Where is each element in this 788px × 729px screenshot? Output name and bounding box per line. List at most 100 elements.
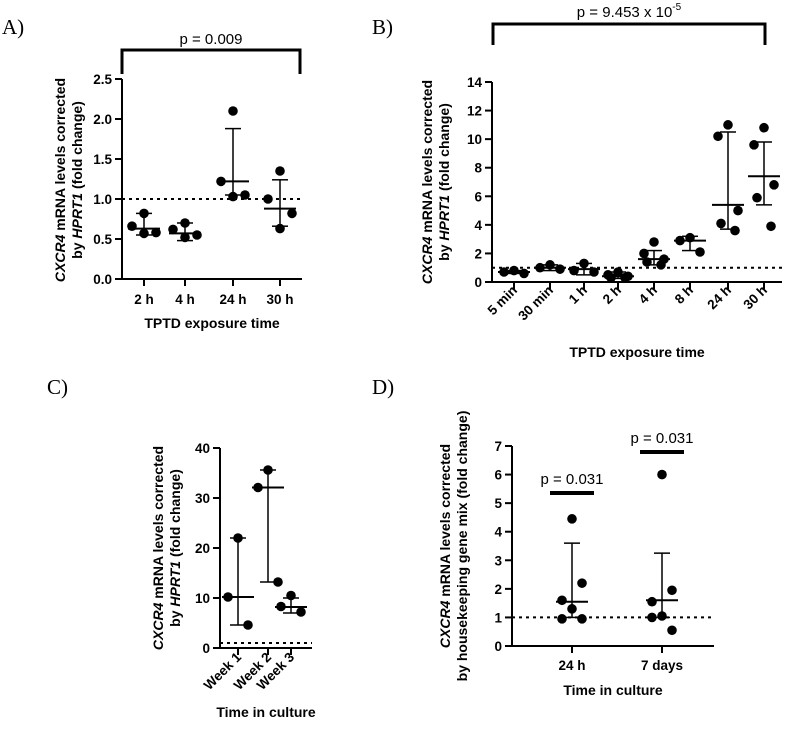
x-tick-label: 24 h: [704, 283, 734, 313]
data-point: [749, 140, 759, 150]
data-point: [276, 601, 286, 612]
data-point: [713, 131, 723, 142]
panel-a: A) 0.0 0.5 1.0 1.5 2.0 2.5 2 h 4 h 24 h 30 h TPTD e…: [2, 15, 302, 331]
data-point: [286, 590, 296, 601]
p-value-label: p = 0.031: [541, 471, 604, 488]
y-axis-title-gene: HPRT1: [167, 561, 183, 607]
y-tick-label: 2: [474, 246, 482, 261]
data-point: [139, 208, 149, 219]
data-point: [233, 533, 243, 543]
data-point: [759, 122, 769, 133]
data-point: [139, 228, 149, 239]
y-axis-title: CXCR4 mRNA levels correctedby housekeepi…: [437, 411, 470, 682]
y-tick-label: 12: [467, 104, 482, 119]
data-point: [275, 166, 285, 176]
panel-label: C): [47, 375, 68, 399]
data-point: [723, 120, 733, 130]
y-axis-title-text: mRNA levels corrected: [437, 444, 453, 601]
data-point: [275, 223, 285, 234]
data-point: [192, 230, 202, 240]
data-point: [567, 514, 577, 524]
data-point: [151, 227, 161, 238]
data-point: [228, 106, 238, 116]
data-point: [675, 235, 685, 246]
p-value-label: p = 0.031: [631, 430, 694, 447]
x-axis-title: Time in culture: [216, 704, 316, 720]
x-tick-label: 24 h: [558, 658, 585, 673]
y-axis-title-line2: by housekeeping gene mix (fold change): [454, 411, 470, 682]
data-point: [569, 265, 579, 276]
data-point: [180, 218, 190, 228]
y-tick-label: 2.5: [93, 72, 112, 87]
data-point: [657, 611, 667, 621]
p-value-text: p = 9.453 x 10: [577, 4, 673, 21]
y-axis-title-text: mRNA levels corrected: [150, 446, 166, 603]
y-tick-label: 4: [474, 218, 482, 233]
data-point: [642, 257, 652, 267]
data-point: [228, 191, 238, 202]
data-point: [620, 272, 630, 283]
y-tick-label: 1: [494, 610, 502, 625]
data-point: [649, 237, 659, 247]
data-point: [180, 232, 190, 243]
x-tick-label: 7 days: [641, 658, 683, 673]
data-point: [557, 595, 567, 606]
y-axis-title-text: (fold change): [167, 469, 183, 561]
y-tick-label: 5: [494, 496, 502, 511]
x-tick-label: 1 h: [566, 283, 590, 307]
y-tick-label: 3: [494, 553, 502, 568]
data-point: [263, 194, 273, 204]
p-value-text: p = 0.009: [180, 31, 243, 48]
y-tick-label: 2.0: [93, 112, 112, 127]
p-value-label: p = 9.453 x 10-5: [577, 2, 682, 21]
y-tick-label: 8: [474, 161, 482, 176]
p-value-label: p = 0.009: [180, 31, 243, 48]
y-axis-title-text: by: [436, 241, 452, 261]
y-axis-title-line1: CXCR4 mRNA levels corrected: [52, 78, 68, 282]
data-point: [223, 592, 233, 602]
y-axis-title-gene: HPRT1: [69, 193, 85, 239]
significance-bracket: [491, 22, 767, 45]
y-tick-label: 4: [494, 525, 502, 540]
data-point: [647, 612, 657, 623]
y-axis-title-gene: CXCR4: [150, 602, 166, 650]
y-axis-title-line1: CXCR4 mRNA levels corrected: [419, 80, 435, 284]
data-point: [657, 469, 667, 480]
data-point: [695, 247, 705, 257]
y-axis-title: CXCR4 mRNA levels correctedby HPRT1 (fol…: [419, 80, 452, 284]
y-axis-title-text: (fold change): [436, 103, 452, 195]
x-tick-label: 2 h: [134, 292, 154, 307]
data-point: [577, 578, 587, 588]
y-axis-title-line1: CXCR4 mRNA levels corrected: [437, 444, 453, 648]
data-point: [273, 577, 283, 587]
x-tick-label: 4 h: [175, 292, 195, 307]
data-point: [577, 614, 587, 624]
data-point: [766, 221, 776, 232]
y-axis-title-line1: CXCR4 mRNA levels corrected: [150, 446, 166, 650]
significance-bracket: [120, 48, 302, 74]
x-tick-label: 30 h: [740, 283, 770, 313]
x-tick-label: 30 h: [266, 292, 293, 307]
data-point: [545, 260, 555, 270]
data-point: [685, 232, 695, 243]
y-tick-label: 0.0: [93, 272, 112, 287]
y-axis-title: CXCR4 mRNA levels correctedby HPRT1 (fol…: [150, 446, 183, 650]
x-tick-label: 8 h: [672, 283, 696, 307]
data-point: [555, 264, 565, 274]
data-point: [589, 267, 599, 277]
data-point: [716, 218, 726, 229]
data-point: [296, 607, 306, 617]
y-axis-title-line2: by HPRT1 (fold change): [436, 103, 452, 261]
data-point: [667, 625, 677, 636]
x-axis-title: TPTD exposure time: [569, 344, 705, 360]
y-tick-label: 2: [494, 582, 502, 597]
data-point: [733, 205, 743, 216]
x-tick-label: 4 h: [636, 283, 660, 307]
data-point: [579, 258, 589, 269]
data-point: [509, 265, 519, 276]
x-tick-label: 30 min: [515, 283, 556, 324]
y-tick-label: 0: [202, 641, 210, 656]
y-tick-label: 14: [467, 75, 483, 90]
y-tick-label: 30: [195, 491, 210, 506]
